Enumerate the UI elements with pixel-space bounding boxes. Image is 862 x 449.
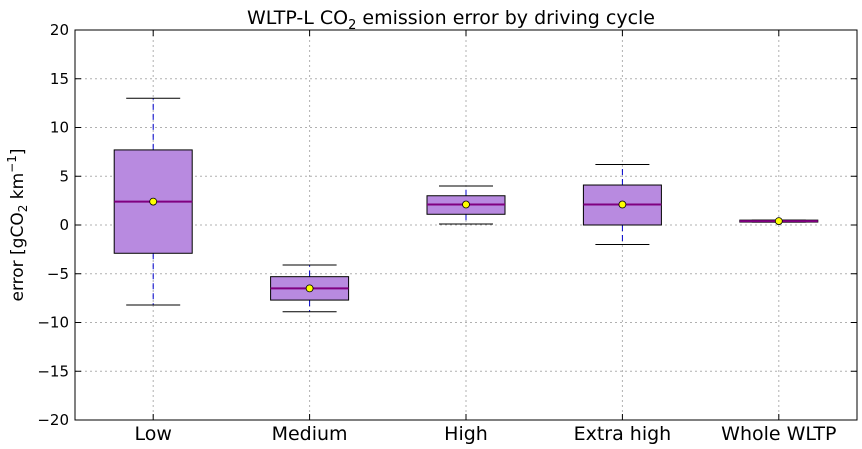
mean-marker — [462, 200, 470, 209]
mean-marker — [305, 284, 314, 293]
y-tick-label: 5 — [59, 167, 69, 185]
y-tick-label: −20 — [37, 411, 69, 429]
y-tick-label: 0 — [59, 216, 69, 234]
y-tick-label: 20 — [50, 21, 69, 39]
y-tick-label: 10 — [50, 119, 69, 137]
boxes — [113, 97, 819, 313]
x-tick-label: Low — [134, 423, 171, 445]
x-tick-label: Medium — [272, 423, 348, 445]
mean-marker — [149, 197, 158, 206]
y-tick-label: −5 — [47, 265, 69, 283]
box-low — [113, 97, 193, 306]
chart-title: WLTP-L CO2 emission error by driving cyc… — [247, 7, 655, 33]
mean-marker — [618, 200, 627, 209]
box-medium — [270, 264, 350, 313]
x-tick-label: Whole WLTP — [721, 423, 836, 445]
x-tick-label: High — [444, 423, 488, 445]
box-whole-wltp — [739, 217, 819, 226]
x-tick-label: Extra high — [574, 423, 672, 445]
plot-frame — [74, 29, 858, 421]
mean-marker — [774, 217, 783, 226]
box-extra-high — [582, 164, 662, 245]
axis-ticks: −20 −15 −10 −5 0 5 10 15 20 Low Medium High Extra hi… — [37, 21, 857, 445]
y-axis-label: error [gCO2 km−1] — [5, 148, 30, 301]
y-tick-label: −15 — [37, 362, 69, 380]
box-high — [426, 185, 506, 225]
y-tick-label: 15 — [50, 70, 69, 88]
y-tick-label: −10 — [37, 314, 69, 332]
